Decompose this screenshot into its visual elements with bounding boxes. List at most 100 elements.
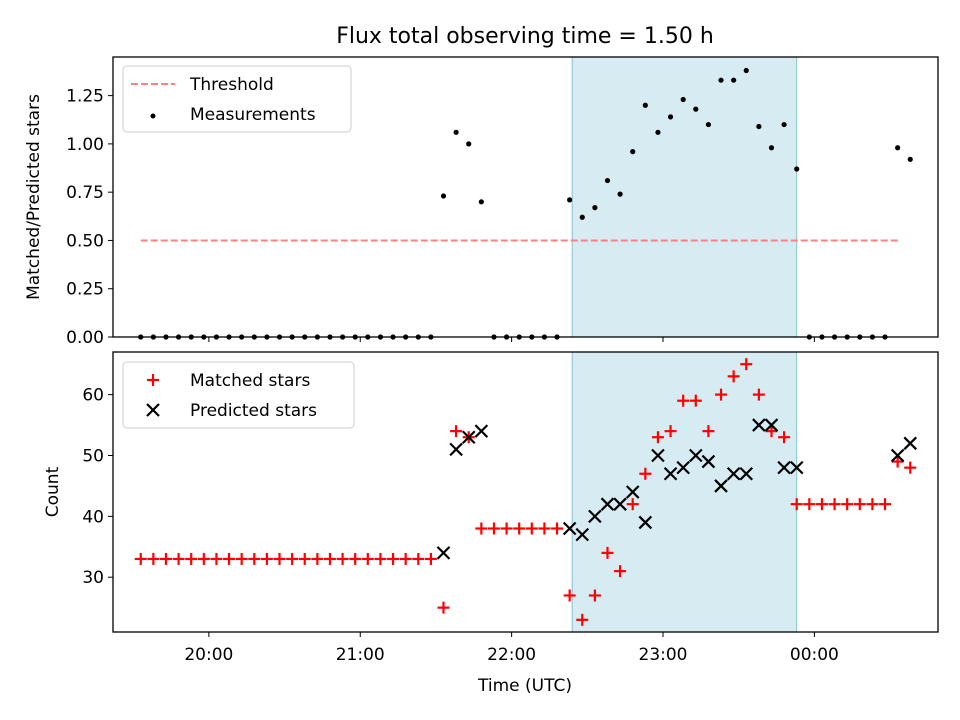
matched-star-point bbox=[563, 589, 576, 602]
matched-star-point bbox=[361, 552, 374, 565]
top-shaded-region bbox=[571, 56, 798, 338]
predicted-star-point bbox=[449, 442, 463, 457]
x-tick-label: 00:00 bbox=[790, 645, 839, 665]
predicted-star-b bbox=[701, 454, 716, 469]
predicted-star-point bbox=[890, 448, 905, 463]
predicted-star-b bbox=[600, 497, 615, 511]
top-legend-box bbox=[122, 65, 352, 133]
matched-star-point bbox=[626, 498, 639, 511]
measurement-point bbox=[642, 102, 648, 108]
matched-star-point bbox=[323, 552, 336, 565]
matched-star-point bbox=[399, 552, 412, 565]
x-tick-label: 23:00 bbox=[639, 645, 688, 665]
predicted-star-point bbox=[625, 485, 640, 499]
matched-star-point bbox=[475, 522, 488, 535]
x-tick-label: 21:00 bbox=[336, 645, 385, 665]
matched-star-point bbox=[715, 388, 728, 401]
predicted-star-point bbox=[777, 460, 791, 475]
predicted-star-b bbox=[588, 509, 602, 524]
measurement-point bbox=[604, 177, 611, 184]
predicted-star-point bbox=[562, 521, 577, 536]
predicted-star-point bbox=[663, 466, 678, 481]
measurement-point bbox=[895, 145, 901, 151]
matched-star-point bbox=[765, 425, 778, 438]
bottom-y-axis-label: Count bbox=[43, 466, 63, 517]
predicted-star-b bbox=[714, 479, 728, 493]
measurement-point bbox=[794, 166, 800, 172]
matched-star-point bbox=[311, 552, 324, 565]
bottom-panel: 30 40 50 60 20:00 21:00 22:00 23:00 00:00 Count… bbox=[43, 351, 939, 696]
bottom-x-ticks: 20:00 21:00 22:00 23:00 00:00 bbox=[184, 632, 839, 665]
predicted-star-point bbox=[714, 479, 728, 493]
matched-star-point bbox=[538, 522, 551, 535]
matched-star-point bbox=[866, 498, 879, 511]
predicted-star-point bbox=[638, 515, 653, 530]
measurement-point bbox=[630, 149, 636, 155]
predicted-star-point bbox=[689, 448, 703, 463]
predicted-star-b bbox=[789, 460, 804, 475]
matched-star-point bbox=[588, 589, 601, 602]
matched-star-point bbox=[677, 394, 690, 407]
matched-star-point bbox=[576, 613, 589, 626]
predicted-star-point bbox=[588, 509, 602, 524]
matched-star-point bbox=[853, 498, 866, 511]
predicted-star-point bbox=[575, 527, 590, 542]
matched-star-point bbox=[248, 552, 261, 565]
matched-star-point bbox=[134, 552, 147, 565]
measurement-point bbox=[667, 114, 674, 120]
matched-star-point bbox=[500, 522, 513, 535]
top-plot-frame bbox=[112, 56, 939, 338]
matched-star-point bbox=[689, 394, 702, 407]
matched-star-point bbox=[185, 552, 198, 565]
bottom-predicted-layer bbox=[436, 418, 918, 560]
legend-matched-marker bbox=[147, 374, 159, 386]
bottom-matched-layer bbox=[134, 358, 917, 626]
predicted-star-b bbox=[461, 430, 476, 444]
predicted-star-point bbox=[474, 424, 489, 438]
bottom-y-ticks: 30 40 50 60 bbox=[82, 386, 113, 588]
matched-star-point bbox=[197, 552, 210, 565]
measurement-point bbox=[440, 193, 447, 199]
x-tick-label: 22:00 bbox=[487, 645, 536, 665]
predicted-star-point bbox=[903, 436, 918, 451]
matched-star-point bbox=[727, 370, 740, 383]
measurement-point bbox=[731, 77, 737, 83]
predicted-star-point bbox=[651, 448, 665, 463]
legend-threshold-label: Threshold bbox=[189, 75, 274, 95]
matched-star-point bbox=[336, 552, 349, 565]
matched-star-point bbox=[349, 552, 362, 565]
legend-predicted-marker bbox=[146, 403, 160, 417]
predicted-star-b bbox=[613, 497, 627, 511]
predicted-star-b bbox=[651, 448, 665, 463]
matched-star-point bbox=[601, 546, 614, 559]
predicted-star-b bbox=[676, 460, 690, 475]
matched-star-point bbox=[424, 552, 437, 565]
matched-star-point bbox=[879, 498, 892, 511]
predicted-star-b bbox=[739, 466, 754, 481]
measurement-point bbox=[768, 145, 775, 151]
top-legend: Threshold Measurements bbox=[122, 65, 352, 133]
matched-star-point bbox=[841, 498, 854, 511]
measurement-point bbox=[592, 205, 598, 211]
matched-star-point bbox=[235, 552, 248, 565]
matched-star-point bbox=[639, 467, 652, 480]
predicted-star-b bbox=[474, 424, 489, 438]
y-tick-label: 0.25 bbox=[66, 280, 104, 300]
top-y-axis-label: Matched/Predicted stars bbox=[24, 94, 44, 300]
measurement-point bbox=[907, 156, 913, 162]
predicted-star-point bbox=[701, 454, 716, 469]
predicted-star-point bbox=[726, 466, 741, 481]
predicted-star-b bbox=[436, 546, 451, 560]
predicted-star-point bbox=[600, 497, 615, 511]
matched-star-point bbox=[437, 601, 450, 614]
measurement-point bbox=[567, 197, 573, 203]
legend-matched-label: Matched stars bbox=[190, 371, 310, 391]
measurement-point bbox=[705, 121, 712, 128]
predicted-star-b bbox=[663, 466, 678, 481]
measurement-point bbox=[478, 199, 484, 205]
predicted-star-b bbox=[562, 521, 577, 536]
matched-star-point bbox=[790, 498, 803, 511]
matched-star-point bbox=[815, 498, 828, 511]
matched-star-point bbox=[752, 388, 765, 401]
